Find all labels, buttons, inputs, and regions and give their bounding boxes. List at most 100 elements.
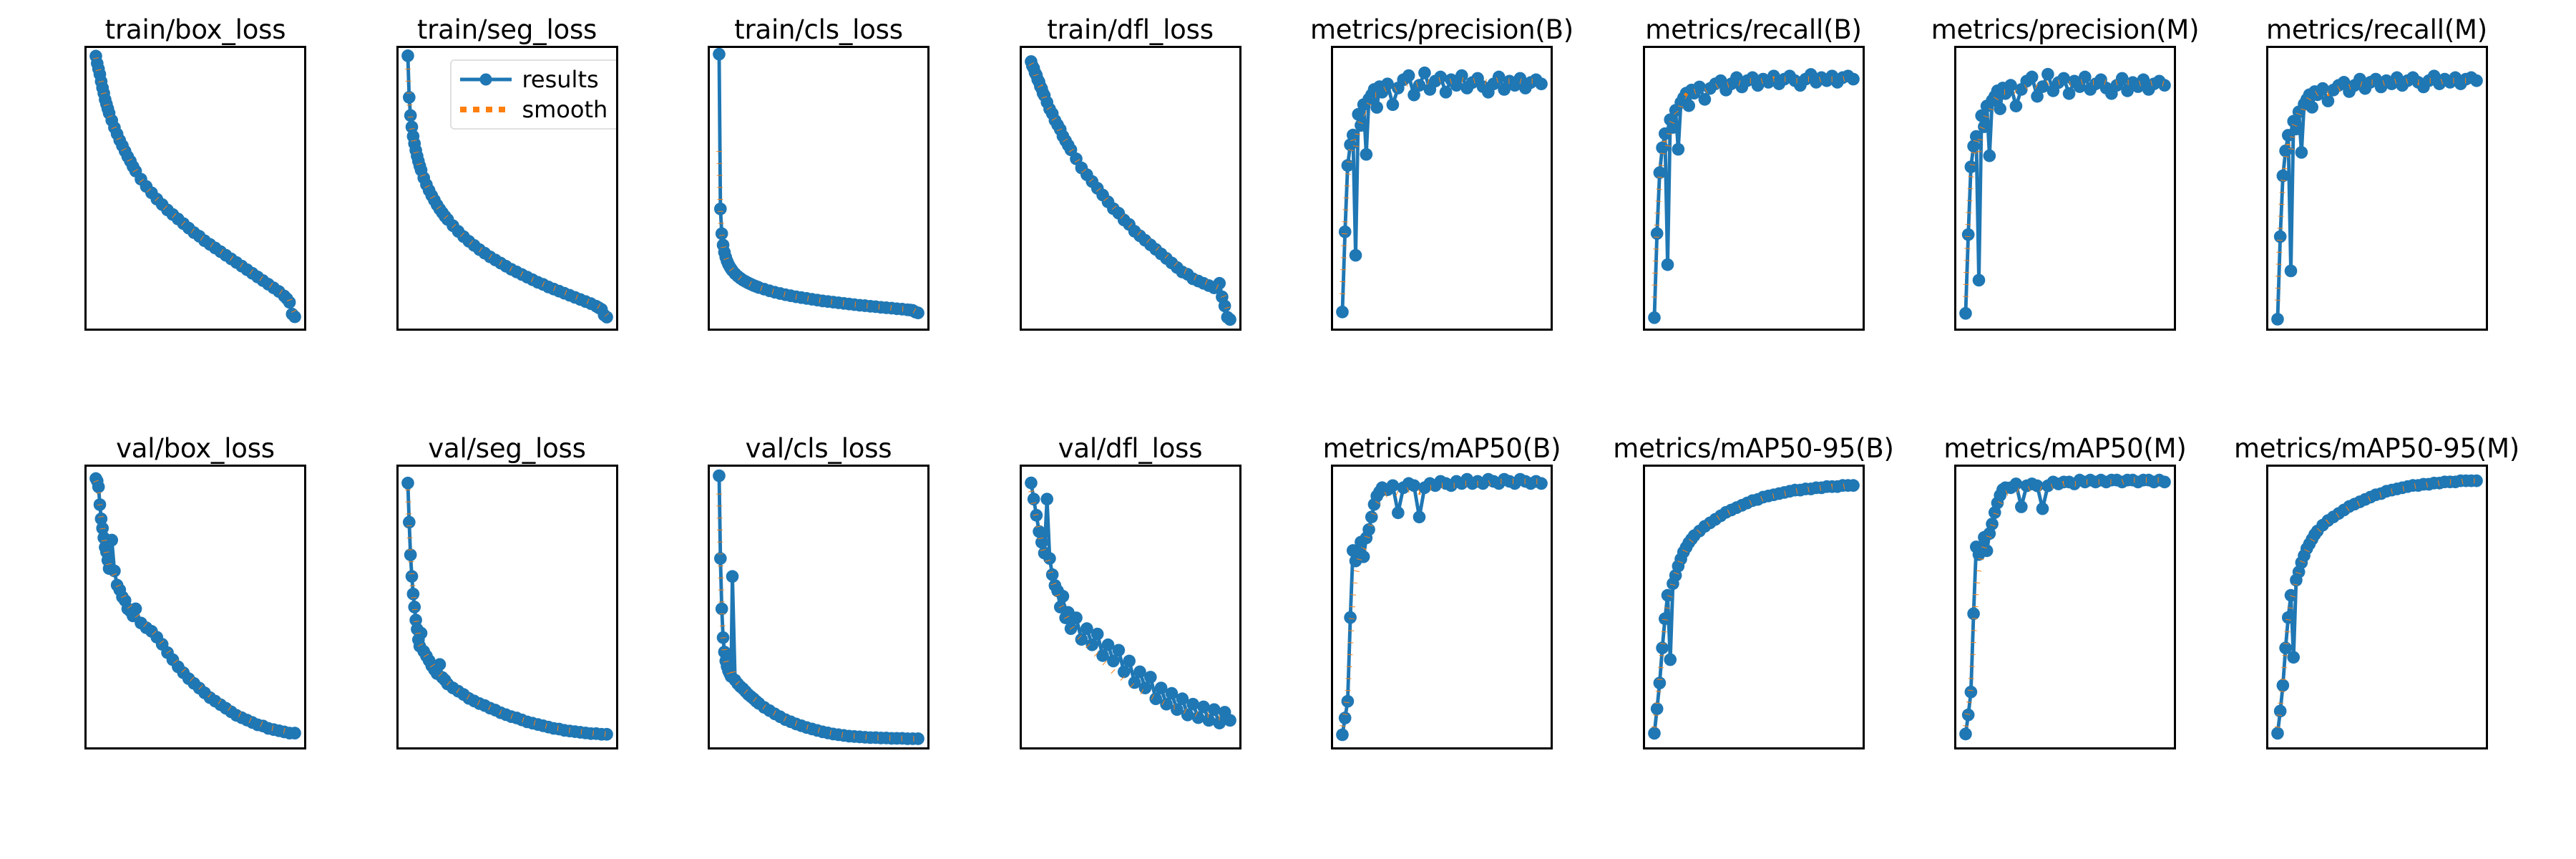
plot-area: 0.8500.8750.9000.9250.9500.9750100 — [1954, 465, 2176, 749]
results-marker — [1056, 590, 1069, 603]
series-canvas — [1336, 66, 1548, 319]
results-marker — [1959, 727, 1972, 741]
results-line — [1652, 72, 1854, 318]
subplot-train-seg-loss: train/seg_loss0.50.60.70.80.91.00100resu… — [396, 13, 618, 371]
results-marker — [1978, 120, 1991, 133]
results-marker — [1663, 653, 1677, 666]
results-marker — [2158, 475, 2171, 489]
series-canvas — [2270, 69, 2483, 326]
plot-area: 0.800.850.900.950100 — [1331, 46, 1553, 331]
results-marker — [1336, 305, 1349, 319]
smooth-line — [2274, 477, 2477, 728]
subplot-title: metrics/mAP50(B) — [1322, 432, 1561, 464]
results-marker — [92, 480, 105, 493]
results-marker — [1653, 166, 1666, 180]
subplot-metrics-recall-b-: metrics/recall(B)0.850.900.950100 — [1642, 13, 1865, 371]
results-marker — [1352, 107, 1365, 121]
results-marker — [405, 120, 418, 134]
results-marker — [1370, 101, 1383, 114]
legend-label: smooth — [522, 95, 608, 123]
subplot-title: metrics/mAP50-95(B) — [1613, 432, 1894, 464]
results-marker — [2009, 477, 2023, 490]
results-marker — [2137, 73, 2150, 87]
legend-label: results — [522, 65, 599, 93]
series-canvas — [401, 49, 613, 324]
results-marker — [1381, 77, 1394, 91]
subplot-title: val/box_loss — [116, 432, 275, 464]
subplot-val-box-loss: val/box_loss0.250.300.350.400.450100 — [84, 432, 306, 790]
subplot-val-seg-loss: val/seg_loss0.60.70.80.90100 — [396, 432, 618, 790]
subplot-metrics-map50-95-b-: metrics/mAP50-95(B)0.750.800.850.900.950… — [1613, 432, 1894, 790]
results-marker — [713, 48, 726, 61]
results-marker — [404, 548, 417, 561]
subplot-metrics-recall-m-: metrics/recall(M)0.850.900.950100 — [2265, 13, 2488, 371]
results-marker — [1045, 568, 1058, 581]
x-tick-mark — [1474, 329, 1476, 331]
results-marker — [1043, 552, 1056, 566]
results-marker — [1455, 69, 1468, 82]
results-marker — [1439, 85, 1453, 99]
results-marker — [401, 476, 414, 490]
legend-entry-smooth[interactable]: smooth — [460, 98, 608, 121]
results-marker — [2295, 146, 2308, 159]
results-marker — [1729, 71, 1743, 84]
x-tick-mark — [2409, 329, 2411, 331]
results-marker — [1344, 611, 1357, 624]
subplot-title: metrics/precision(B) — [1309, 14, 1574, 45]
results-marker — [1165, 686, 1178, 700]
results-marker — [2073, 80, 2087, 93]
results-marker — [2158, 79, 2171, 92]
results-marker — [1349, 248, 1362, 262]
series-canvas — [1024, 476, 1236, 729]
results-marker — [1647, 311, 1661, 324]
results-marker — [1133, 665, 1146, 679]
subplot-train-box-loss: train/box_loss0.30.40.50100 — [84, 13, 306, 371]
results-marker — [715, 602, 728, 616]
results-marker — [1212, 276, 1226, 290]
results-marker — [1117, 665, 1131, 679]
results-marker — [1975, 109, 1989, 122]
results-swatch-icon — [460, 72, 512, 87]
x-tick-mark — [2409, 747, 2411, 749]
results-marker — [1959, 306, 1972, 320]
x-tick-mark — [851, 747, 853, 749]
subplot-title: val/seg_loss — [428, 432, 586, 464]
results-marker — [1513, 72, 1527, 85]
results-marker — [2469, 74, 2483, 87]
smooth-swatch-icon — [460, 102, 512, 117]
plot-area: 0.30.40.50100 — [84, 46, 306, 331]
results-marker — [1338, 712, 1352, 724]
smooth-line — [1651, 482, 1853, 728]
results-marker — [1653, 676, 1666, 690]
results-marker — [1101, 638, 1114, 651]
results-marker — [405, 570, 418, 583]
x-tick-mark — [1341, 329, 1343, 331]
results-marker — [1407, 88, 1420, 102]
subplot-title: metrics/mAP50-95(M) — [2233, 432, 2520, 464]
series-canvas — [1959, 67, 2171, 320]
results-marker — [1964, 160, 1978, 173]
results-marker — [1218, 299, 1231, 313]
x-tick-mark — [1964, 747, 1966, 749]
legend-entry-results[interactable]: results — [460, 68, 608, 91]
results-marker — [1450, 79, 1463, 92]
subplot-title: val/dfl_loss — [1058, 432, 1203, 464]
results-marker — [726, 570, 739, 583]
results-marker — [2270, 313, 2284, 326]
plot-area: 0.20.40.60.80100 — [708, 465, 930, 749]
x-tick-mark — [406, 747, 409, 749]
x-tick-mark — [1653, 747, 1655, 749]
plot-area: 0.850.900.950100 — [1642, 46, 1865, 331]
results-marker — [1096, 649, 1109, 662]
results-marker — [1148, 692, 1162, 706]
results-marker — [2284, 588, 2297, 602]
results-marker — [1434, 70, 1447, 84]
subplot-val-dfl-loss: val/dfl_loss0.760.780.800.820.840100 — [1019, 432, 1241, 790]
series-canvas — [1024, 55, 1236, 326]
results-marker — [1980, 544, 1994, 558]
plot-area: 0.250.500.751.001.251.500100 — [708, 46, 930, 331]
results-line — [717, 54, 919, 315]
plot-area: 0.800.850.900.950100 — [1954, 46, 2176, 331]
results-marker — [288, 727, 301, 740]
series-canvas — [89, 472, 301, 740]
